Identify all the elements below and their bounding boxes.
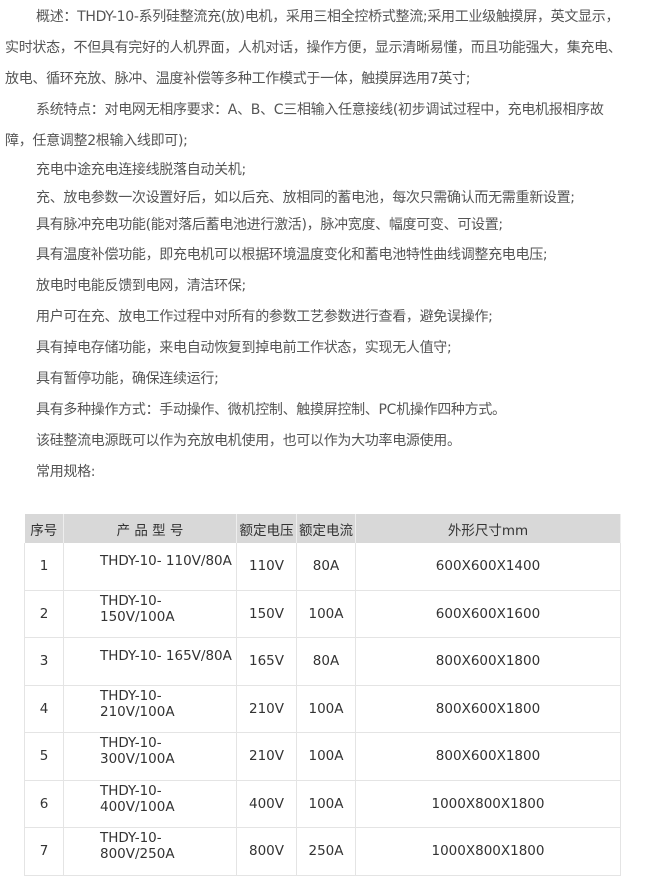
- table-row: 1 THDY-10- 110V/80A 110V 80A 600X600X1400: [24, 538, 621, 591]
- table-header-row: 序号 产 品 型 号 额定电压 额定电流 外形尺寸mm: [24, 514, 621, 543]
- header-dimensions: 外形尺寸mm: [355, 514, 621, 543]
- feature-item: 具有暂停功能，确保连续运行;: [36, 370, 219, 387]
- document-body: 概述：THDY-10-系列硅整流充(放)电机，采用三相全控桥式整流;采用工业级触…: [5, 2, 625, 488]
- table-row: 4 THDY-10-210V/100A 210V 100A 800X600X1800: [24, 680, 621, 733]
- header-current: 额定电流: [296, 514, 356, 543]
- cell-model: THDY-10- 165V/80A: [63, 632, 237, 681]
- spec-table: 序号 产 品 型 号 额定电压 额定电流 外形尺寸mm 1 THDY-10- 11…: [24, 514, 621, 876]
- cell-voltage: 210V: [236, 732, 297, 781]
- features-paragraph: 系统特点：对电网无相序要求：A、B、C三相输入任意接线(初步调试过程中，充电机报…: [5, 102, 604, 149]
- table-row: 3 THDY-10- 165V/80A 165V 80A 800X600X1800: [24, 632, 621, 686]
- cell-current: 250A: [296, 827, 356, 876]
- feature-item: 充、放电参数一次设置好后，如以后充、放相同的蓄电池，每次只需确认而无需重新设置;: [36, 189, 575, 206]
- feature-item: 具有脉冲充电功能(能对落后蓄电池进行激活)，脉冲宽度、幅度可变、可设置;: [36, 217, 503, 233]
- table-row: 7 THDY-10-800V/250A 800V 250A 1000X800X1800: [24, 822, 621, 876]
- cell-current: 100A: [296, 685, 356, 733]
- cell-model: THDY-10-150V/100A: [63, 585, 237, 633]
- feature-item: 充电中途充电连接线脱落自动关机;: [36, 162, 246, 178]
- cell-index: 6: [24, 780, 64, 828]
- feature-item: 该硅整流电源既可以作为充放电机使用，也可以作为大功率电源使用。: [36, 432, 461, 449]
- cell-voltage: 400V: [236, 780, 297, 828]
- cell-dimensions: 1000X800X1800: [355, 827, 621, 876]
- cell-model: THDY-10-210V/100A: [63, 680, 237, 728]
- cell-dimensions: 800X600X1800: [355, 637, 621, 686]
- cell-voltage: 210V: [236, 685, 297, 733]
- cell-index: 4: [24, 685, 64, 733]
- specs-heading: 常用规格:: [36, 463, 96, 480]
- cell-model: THDY-10-300V/100A: [63, 727, 237, 776]
- cell-voltage: 110V: [236, 543, 297, 591]
- cell-index: 2: [24, 590, 64, 638]
- feature-item: 放电时电能反馈到电网，清洁环保;: [36, 277, 246, 294]
- table-row: 6 THDY-10-400V/100A 400V 100A 1000X800X1800: [24, 775, 621, 828]
- cell-index: 1: [24, 543, 64, 591]
- cell-model: THDY-10- 110V/80A: [63, 538, 237, 586]
- cell-current: 100A: [296, 732, 356, 781]
- cell-model: THDY-10-400V/100A: [63, 775, 237, 823]
- cell-dimensions: 800X600X1800: [355, 732, 621, 781]
- cell-model: THDY-10-800V/250A: [63, 822, 237, 871]
- feature-item: 具有温度补偿功能，即充电机可以根据环境温度变化和蓄电池特性曲线调整充电电压;: [36, 246, 548, 263]
- cell-current: 80A: [296, 543, 356, 591]
- feature-item: 具有掉电存储功能，来电自动恢复到掉电前工作状态，实现无人值守;: [36, 339, 452, 356]
- header-voltage: 额定电压: [236, 514, 297, 543]
- cell-index: 3: [24, 637, 64, 686]
- overview-paragraph: 概述：THDY-10-系列硅整流充(放)电机，采用三相全控桥式整流;采用工业级触…: [5, 9, 622, 87]
- header-index: 序号: [24, 514, 64, 543]
- cell-dimensions: 800X600X1800: [355, 685, 621, 733]
- cell-current: 100A: [296, 590, 356, 638]
- feature-item: 用户可在充、放电工作过程中对所有的参数工艺参数进行查看，避免误操作;: [36, 308, 493, 325]
- cell-voltage: 150V: [236, 590, 297, 638]
- cell-voltage: 165V: [236, 637, 297, 686]
- cell-current: 100A: [296, 780, 356, 828]
- cell-dimensions: 600X600X1600: [355, 590, 621, 638]
- cell-voltage: 800V: [236, 827, 297, 876]
- cell-dimensions: 1000X800X1800: [355, 780, 621, 828]
- cell-current: 80A: [296, 637, 356, 686]
- cell-index: 5: [24, 732, 64, 781]
- cell-index: 7: [24, 827, 64, 876]
- feature-item: 具有多种操作方式：手动操作、微机控制、触摸屏控制、PC机操作四种方式。: [36, 401, 506, 418]
- cell-dimensions: 600X600X1400: [355, 543, 621, 591]
- table-row: 2 THDY-10-150V/100A 150V 100A 600X600X1600: [24, 585, 621, 638]
- table-row: 5 THDY-10-300V/100A 210V 100A 800X600X1800: [24, 727, 621, 781]
